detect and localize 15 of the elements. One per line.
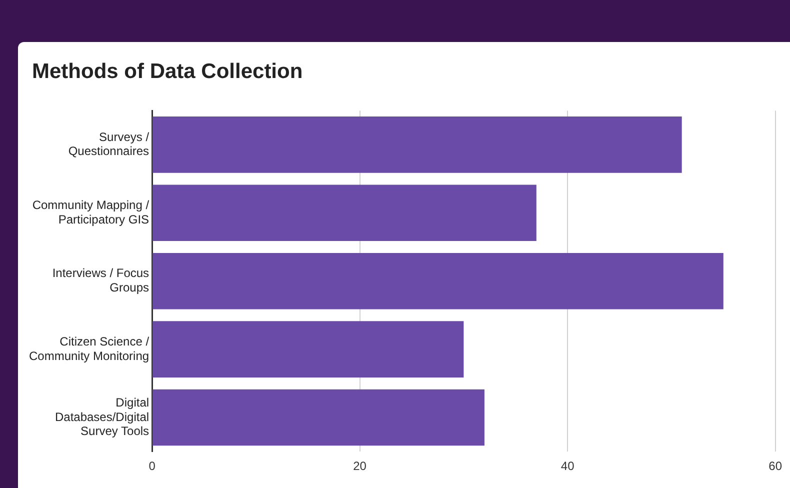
y-tick-label: Community Mapping / Participatory GIS [32,198,150,226]
bar [152,321,464,378]
bar [152,116,682,173]
x-tick-label: 40 [560,459,575,474]
y-tick-label: Digital Databases/Digital Survey Tools [54,395,150,438]
x-tick-label: 0 [148,459,156,474]
bar [152,389,484,446]
y-tick-label: Interviews / Focus Groups [52,266,150,295]
y-tick-label: Surveys / Questionnaires [68,130,150,158]
bar [152,184,536,242]
y-tick-label: Citizen Science / Community Monitoring [28,334,150,363]
chart-title: Methods of Data Collection [32,60,303,84]
x-tick-label: 60 [768,459,782,474]
bar [152,252,724,310]
x-tick-label: 20 [353,459,367,474]
